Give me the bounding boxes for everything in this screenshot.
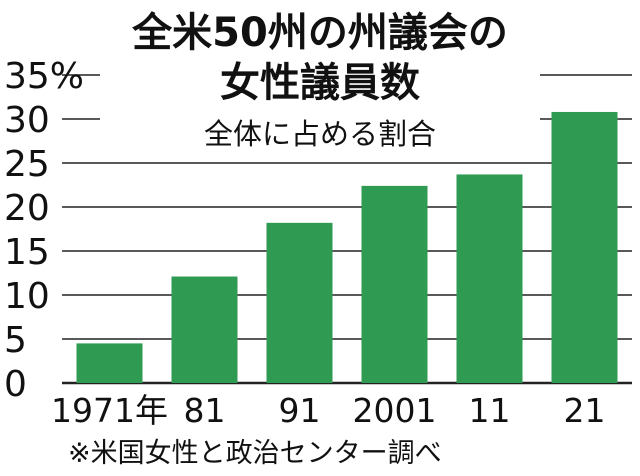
y-tick-label: 10: [4, 276, 50, 317]
x-tick-label: 91: [279, 391, 321, 430]
title-background: [100, 0, 540, 160]
source-note: ※米国女性と政治センター調べ: [68, 438, 442, 469]
y-tick-label: 20: [4, 188, 50, 229]
bar: [171, 276, 238, 383]
bar: [76, 343, 143, 383]
y-tick-label: 5: [4, 320, 27, 361]
x-axis-ticks: 1971年 81 91 2001 11 21: [51, 391, 605, 430]
y-tick-label: 30: [4, 100, 50, 141]
y-tick-label: 35%: [4, 56, 84, 97]
x-tick-label: 11: [469, 391, 511, 430]
bar: [266, 222, 333, 383]
chart-title-line2: 女性議員数: [220, 60, 420, 106]
y-tick-label: 15: [4, 232, 50, 273]
bar: [456, 174, 523, 383]
bar: [551, 111, 618, 384]
bar: [361, 185, 428, 383]
chart-title-line1: 全米50州の州議会の: [131, 10, 508, 56]
bars: [76, 111, 618, 384]
x-tick-label: 81: [184, 391, 226, 430]
x-tick-label: 21: [564, 391, 606, 430]
x-tick-label: 2001: [353, 391, 437, 430]
x-tick-label: 1971年: [51, 391, 168, 430]
y-tick-label: 25: [4, 144, 50, 185]
chart-subtitle: 全体に占める割合: [204, 117, 436, 151]
y-tick-label: 0: [4, 364, 27, 405]
